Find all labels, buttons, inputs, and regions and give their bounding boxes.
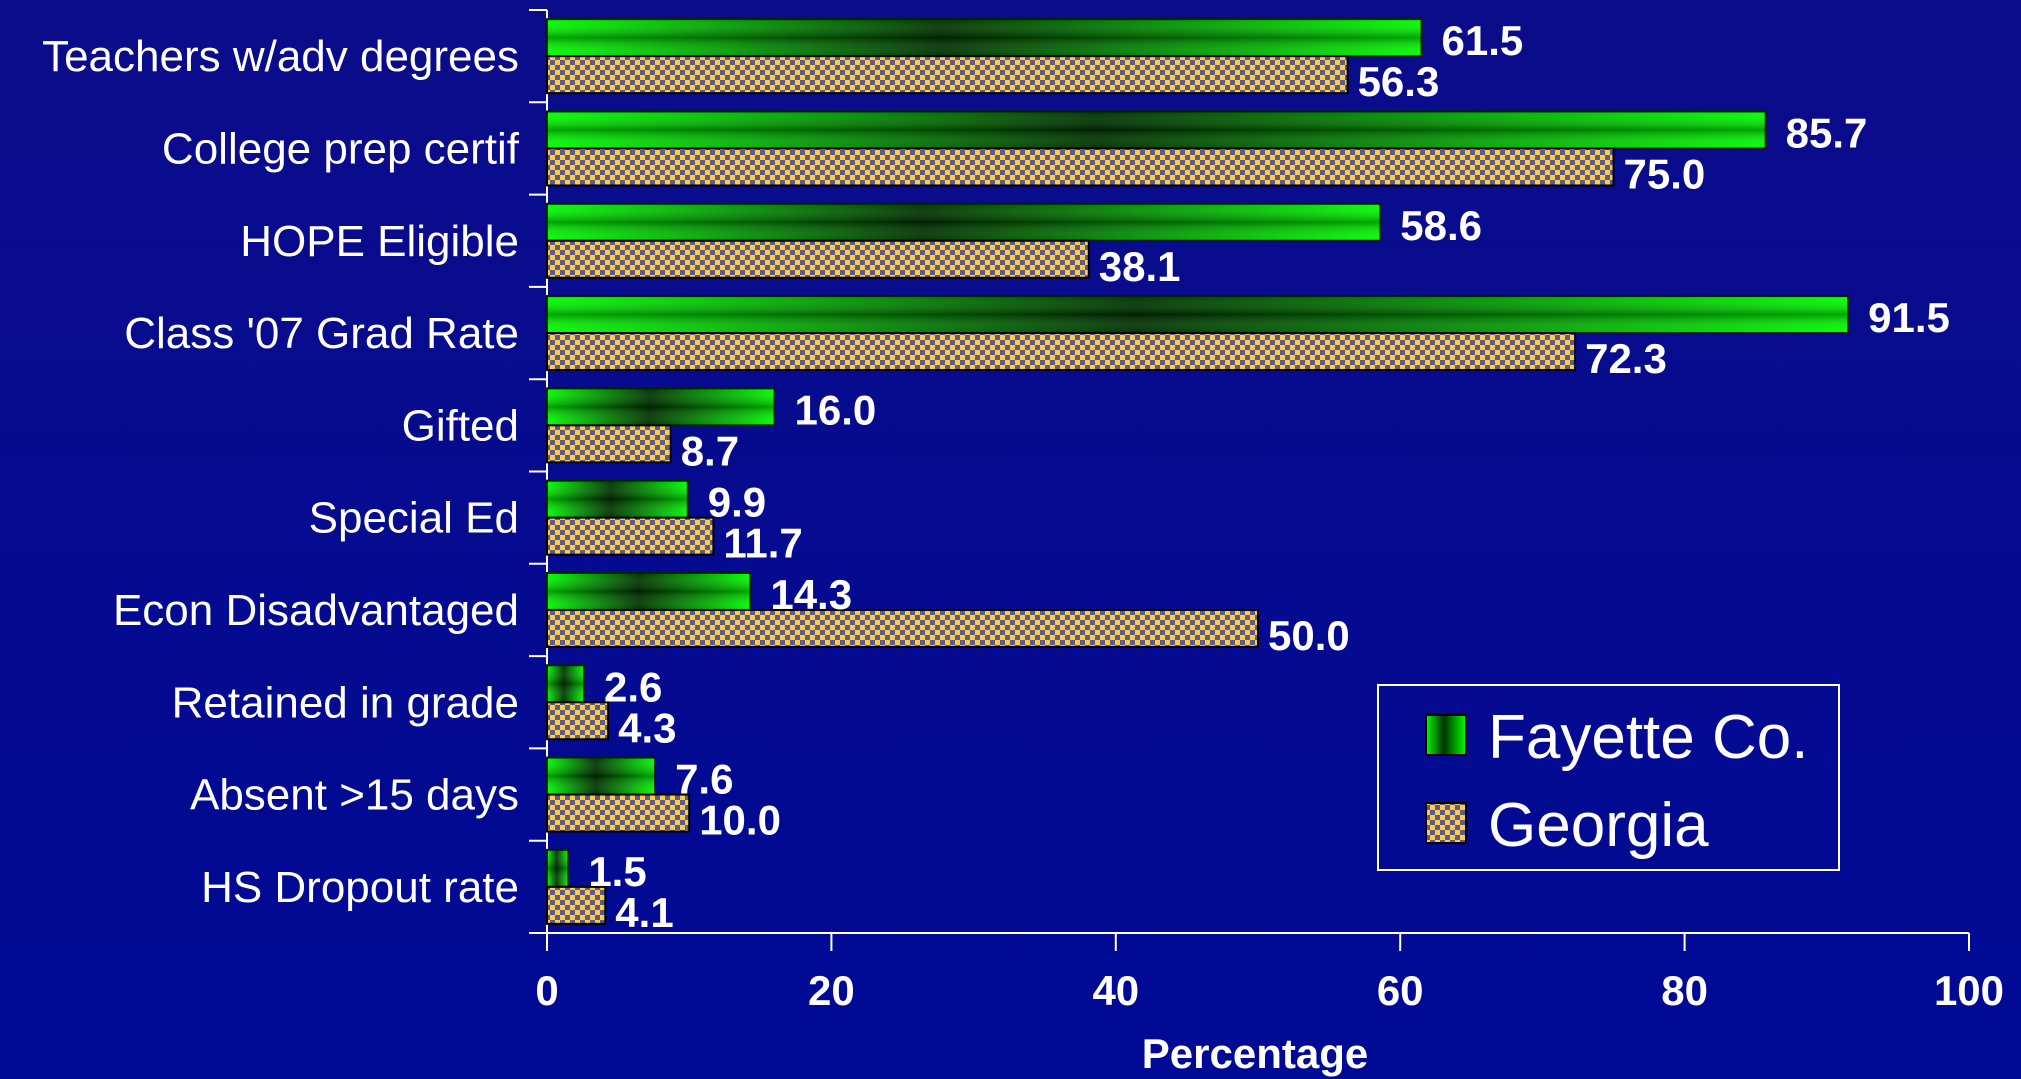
x-tick-label: 20 (808, 967, 855, 1014)
data-label-georgia: 11.7 (723, 520, 802, 567)
data-label-fayette: 16.0 (795, 386, 877, 433)
data-label-georgia: 50.0 (1268, 612, 1350, 659)
data-label-georgia: 56.3 (1358, 58, 1440, 105)
x-axis-title: Percentage (1142, 1030, 1368, 1077)
category-label: HOPE Eligible (240, 217, 519, 266)
data-label-fayette: 2.6 (604, 663, 662, 710)
legend-label-georgia: Georgia (1488, 791, 1709, 860)
x-tick-label: 100 (1934, 967, 2004, 1014)
category-label: Class '07 Grad Rate (124, 309, 519, 358)
bar-fayette-shade (547, 849, 569, 887)
bar-georgia (546, 516, 715, 556)
legend: Fayette Co. Georgia (1377, 684, 1840, 871)
data-label-fayette: 1.5 (588, 848, 646, 895)
bar-georgia (546, 701, 610, 741)
category-label: Teachers w/adv degrees (42, 32, 519, 81)
bar-georgia (546, 332, 1577, 372)
data-label-georgia: 10.0 (699, 797, 781, 844)
data-label-georgia: 38.1 (1099, 243, 1181, 290)
bar-georgia (546, 608, 1259, 648)
bar-georgia (546, 147, 1615, 187)
bar-fayette-shade (547, 111, 1766, 149)
category-label: Econ Disadvantaged (113, 586, 519, 635)
bar-fayette-shade (547, 296, 1849, 334)
bar-fayette-shade (547, 203, 1381, 241)
bar-fayette-shade (547, 572, 751, 610)
x-tick-label: 0 (535, 967, 558, 1014)
x-tick-label: 40 (1092, 967, 1139, 1014)
x-tick-label: 60 (1377, 967, 1424, 1014)
data-label-fayette: 9.9 (708, 479, 766, 526)
data-label-georgia: 8.7 (681, 427, 739, 474)
category-label: College prep certif (162, 124, 520, 173)
category-label: Retained in grade (172, 678, 519, 727)
bar-fayette-shade (547, 388, 775, 426)
data-label-georgia: 4.3 (618, 704, 676, 751)
bar-georgia (546, 55, 1349, 95)
axes: 0 20 40 60 80 100 (529, 9, 2004, 1014)
data-label-fayette: 91.5 (1868, 294, 1950, 341)
legend-label-fayette: Fayette Co. (1488, 703, 1808, 772)
data-label-georgia: 72.3 (1585, 335, 1667, 382)
legend-swatch-fayette (1425, 714, 1467, 756)
bar-fayette-shade (547, 19, 1422, 57)
bar-fayette-shade (547, 480, 688, 518)
bars (546, 18, 1850, 925)
category-label: HS Dropout rate (201, 863, 519, 912)
bar-georgia (546, 239, 1090, 279)
legend-swatch-georgia (1425, 802, 1467, 844)
x-tick-label: 80 (1661, 967, 1708, 1014)
bar-georgia (546, 793, 691, 833)
data-label-fayette: 85.7 (1786, 109, 1868, 156)
data-label-georgia: 4.1 (615, 889, 673, 936)
bar-georgia (546, 424, 672, 464)
bar-fayette-shade (547, 757, 656, 795)
category-label: Gifted (402, 401, 519, 450)
data-label-fayette: 61.5 (1442, 17, 1524, 64)
data-label-fayette: 7.6 (675, 756, 733, 803)
category-label: Absent >15 days (190, 771, 519, 820)
data-label-fayette: 58.6 (1400, 202, 1482, 249)
category-label: Special Ed (309, 494, 519, 543)
data-label-fayette: 14.3 (770, 571, 852, 618)
legend-box (1377, 684, 1840, 871)
data-label-georgia: 75.0 (1624, 150, 1706, 197)
bar-georgia (546, 885, 607, 925)
bar-fayette-shade (547, 665, 584, 703)
labels: Teachers w/adv degrees 61.556.3 College pr… (42, 17, 1950, 936)
